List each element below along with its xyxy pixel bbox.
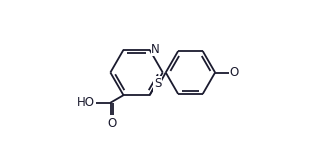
Text: S: S <box>154 77 161 90</box>
Text: N: N <box>151 43 160 56</box>
Text: O: O <box>107 117 117 130</box>
Text: O: O <box>229 66 239 79</box>
Text: HO: HO <box>77 96 95 109</box>
